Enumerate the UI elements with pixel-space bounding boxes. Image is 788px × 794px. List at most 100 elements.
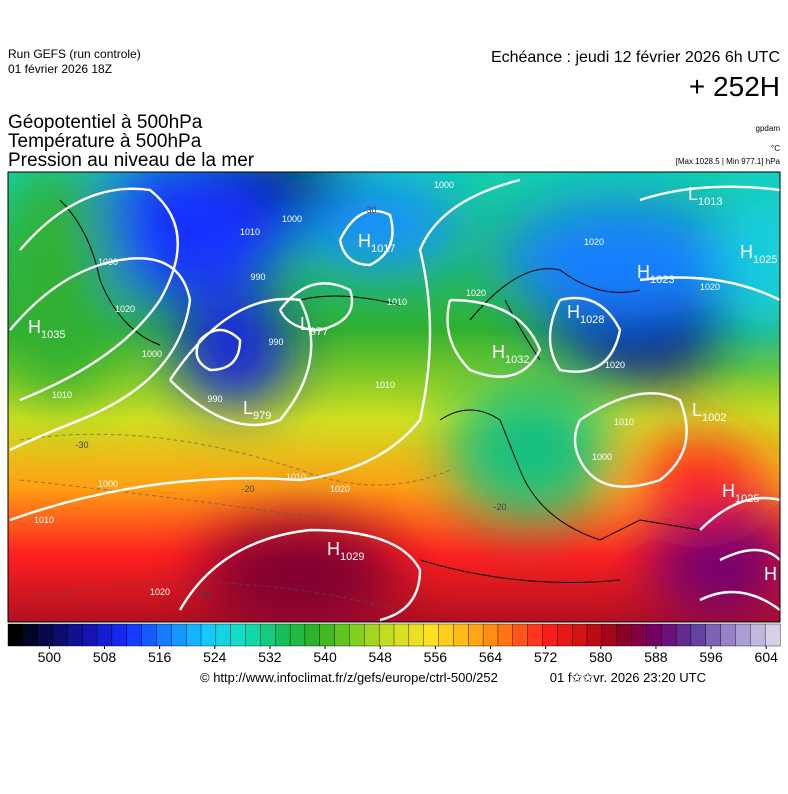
center-value: 1017 xyxy=(371,243,395,255)
colorbar-cell xyxy=(111,623,128,647)
colorbar-cell xyxy=(735,623,751,647)
center-letter: L xyxy=(243,398,253,418)
unit-label: gpdam xyxy=(756,124,781,133)
center-value: 1025 xyxy=(735,493,759,505)
colorbar-cell xyxy=(364,623,380,647)
colorbar-cell xyxy=(512,623,529,647)
colorbar-cell xyxy=(527,623,543,647)
colorbar-cell xyxy=(675,623,692,647)
colorbar-cell xyxy=(631,623,647,647)
valid-time: Echéance : jeudi 12 février 2026 6h UTC xyxy=(491,49,780,66)
colorbar-tick-label: 580 xyxy=(589,649,613,665)
colorbar-cell xyxy=(750,623,766,647)
isobar-label: 990 xyxy=(250,272,265,282)
colorbar-cell xyxy=(156,623,172,647)
center-letter: L xyxy=(692,400,702,420)
pressure-center: H1023 xyxy=(637,262,674,286)
colorbar-tick-label: 596 xyxy=(699,649,723,665)
isobar-label: 990 xyxy=(268,337,283,347)
pressure-center: L1002 xyxy=(692,400,727,424)
isobar-label: 1020 xyxy=(466,288,486,298)
temperature-label: -30 xyxy=(363,205,376,215)
map-frame xyxy=(7,171,781,623)
isobars xyxy=(9,178,780,622)
map: H1035L977L979H1017L1013H1025H1023H1028H1… xyxy=(8,172,780,622)
colorbar-tick-label: 516 xyxy=(148,649,172,665)
colorbar-cell xyxy=(378,623,395,647)
colorbar-cell xyxy=(720,623,736,647)
colorbar-tick-label: 540 xyxy=(313,649,337,665)
colorbar-cell xyxy=(171,623,187,647)
colorbar-cell xyxy=(646,623,662,647)
colorbar-cell xyxy=(661,623,677,647)
colorbar-cell xyxy=(22,623,39,647)
colorbar-cell xyxy=(690,623,707,647)
colorbar-cell xyxy=(7,623,24,647)
center-letter: H xyxy=(740,242,753,262)
colorbar-tick-label: 604 xyxy=(755,649,779,665)
center-letter: H xyxy=(722,481,735,501)
colorbar-cell xyxy=(423,623,440,647)
colorbar-cell xyxy=(185,623,202,647)
run-date: 01 février 2026 18Z xyxy=(8,62,112,76)
pressure-center: H1025 xyxy=(740,242,777,266)
center-value: 1035 xyxy=(41,329,65,341)
isobar-label: 1000 xyxy=(592,452,612,462)
isobar-label: 1020 xyxy=(605,360,625,370)
colorbar-tick-label: 524 xyxy=(203,649,227,665)
isobar-label: 1020 xyxy=(700,282,720,292)
colorbar-cell xyxy=(304,623,321,647)
center-value: 1025 xyxy=(753,254,777,266)
pressure-center: H1035 xyxy=(28,317,65,341)
colorbar-cell xyxy=(215,623,232,647)
isobar-label: 1000 xyxy=(282,214,302,224)
colorbar-cell xyxy=(438,623,454,647)
colorbar-cell xyxy=(557,623,573,647)
colorbar-cell xyxy=(349,623,365,647)
pressure-center: H1032 xyxy=(492,342,529,366)
pressure-center: L979 xyxy=(243,398,271,422)
colorbar-tick-label: 588 xyxy=(644,649,668,665)
colorbar-cell xyxy=(289,623,306,647)
temperature-label: -10 xyxy=(197,589,210,599)
center-value: 1028 xyxy=(580,314,604,326)
colorbar-tick-label: 500 xyxy=(38,649,62,665)
isobar-label: 1010 xyxy=(375,380,395,390)
colorbar-cell xyxy=(453,623,469,647)
colorbar-tick-label: 532 xyxy=(258,649,282,665)
colorbar-cell xyxy=(334,623,350,647)
colorbar-cell xyxy=(764,623,781,647)
center-value: 1029 xyxy=(340,551,364,563)
isobar-label: 1010 xyxy=(286,472,306,482)
temperature-label: -20 xyxy=(241,484,254,494)
isobar-label: 1010 xyxy=(240,227,260,237)
center-letter: L xyxy=(300,314,310,334)
footer-generated: 01 f✩✩vr. 2026 23:20 UTC xyxy=(550,670,706,685)
center-value: 1002 xyxy=(702,412,726,424)
isobar-label: 1030 xyxy=(98,257,118,267)
colorbar-cell xyxy=(542,623,558,647)
isobar-label: 1020 xyxy=(115,304,135,314)
colorbar-cell xyxy=(52,623,68,647)
colorbar-tick-label: 548 xyxy=(369,649,393,665)
pressure-center: L1013 xyxy=(688,184,723,208)
colorbar-cell xyxy=(482,623,499,647)
colorbar-cell xyxy=(200,623,217,647)
pressure-center: L977 xyxy=(300,314,328,338)
isobar-label: 990 xyxy=(207,394,222,404)
isobar-label: 1010 xyxy=(52,390,72,400)
colorbar-cell xyxy=(82,623,98,647)
center-value: 979 xyxy=(253,410,271,422)
unit-label: [Max 1028.5 | Min 977.1] hPa xyxy=(676,157,781,166)
center-letter: H xyxy=(492,342,505,362)
pressure-center: H1017 xyxy=(358,231,395,255)
center-value: 1032 xyxy=(505,354,529,366)
center-letter: L xyxy=(688,184,698,204)
colorbar-tick-label: 556 xyxy=(424,649,448,665)
colorbar-cell xyxy=(67,623,83,647)
temperature-label: -30 xyxy=(75,440,88,450)
isobar-label: 1020 xyxy=(330,484,350,494)
center-letter: H xyxy=(28,317,41,337)
isobar-label: 1020 xyxy=(150,587,170,597)
